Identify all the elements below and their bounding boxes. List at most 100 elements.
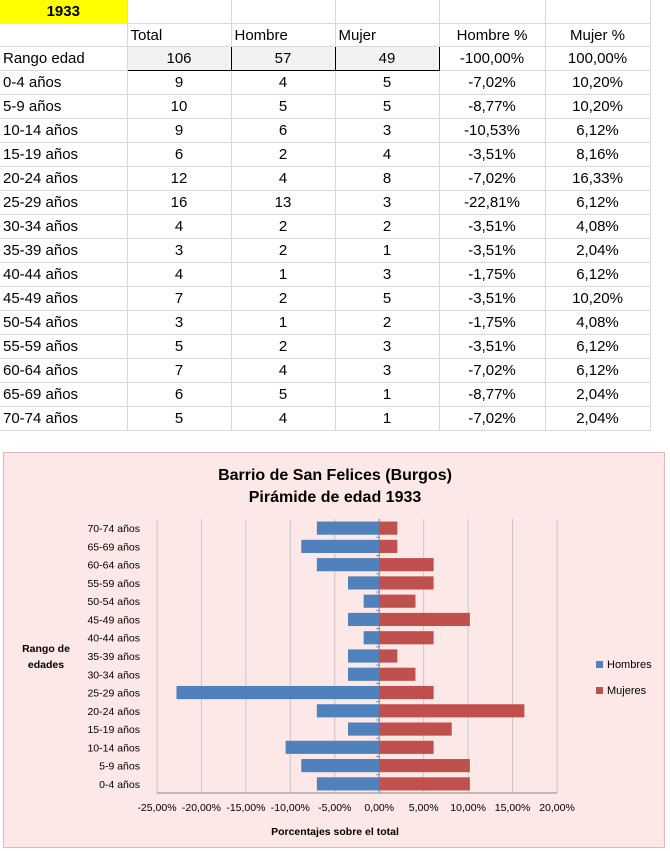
- value-cell[interactable]: 6,12%: [545, 358, 651, 383]
- bar-hombres-3[interactable]: [348, 722, 380, 736]
- value-cell[interactable]: 6,12%: [545, 190, 651, 215]
- value-cell[interactable]: -7,02%: [439, 70, 546, 95]
- bar-mujeres-8[interactable]: [379, 631, 434, 645]
- value-cell[interactable]: 8,16%: [545, 142, 651, 167]
- bar-mujeres-0[interactable]: [379, 777, 470, 791]
- value-cell[interactable]: 5: [127, 334, 232, 359]
- value-cell[interactable]: 4: [231, 70, 336, 95]
- row-label-cell[interactable]: 10-14 años: [0, 118, 128, 143]
- empty-cell[interactable]: [335, 0, 440, 24]
- value-cell[interactable]: 5: [335, 286, 440, 311]
- value-cell[interactable]: 2,04%: [545, 406, 651, 431]
- bar-hombres-2[interactable]: [285, 740, 380, 754]
- value-cell[interactable]: 9: [127, 70, 232, 95]
- bar-mujeres-14[interactable]: [379, 521, 398, 535]
- bar-mujeres-5[interactable]: [379, 685, 434, 700]
- value-cell[interactable]: 7: [127, 358, 232, 383]
- bar-hombres-4[interactable]: [316, 704, 380, 718]
- value-cell[interactable]: -7,02%: [439, 406, 546, 431]
- value-cell[interactable]: 3: [127, 310, 232, 335]
- value-cell[interactable]: 1: [335, 382, 440, 407]
- column-header[interactable]: Mujer: [335, 23, 440, 47]
- bar-mujeres-13[interactable]: [379, 539, 398, 553]
- row-label-cell[interactable]: Rango edad: [0, 46, 128, 71]
- value-cell[interactable]: 1: [335, 238, 440, 263]
- value-cell[interactable]: 13: [231, 190, 336, 215]
- value-cell[interactable]: 6: [127, 382, 232, 407]
- bar-hombres-13[interactable]: [301, 539, 380, 553]
- value-cell[interactable]: 106: [126, 46, 232, 71]
- column-header[interactable]: Mujer %: [545, 23, 651, 47]
- value-cell[interactable]: 6: [127, 142, 232, 167]
- value-cell[interactable]: 3: [335, 358, 440, 383]
- value-cell[interactable]: 2: [231, 238, 336, 263]
- value-cell[interactable]: -3,51%: [439, 334, 546, 359]
- value-cell[interactable]: 4: [231, 358, 336, 383]
- value-cell[interactable]: 16: [127, 190, 232, 215]
- value-cell[interactable]: -1,75%: [439, 262, 546, 287]
- value-cell[interactable]: 4,08%: [545, 214, 651, 239]
- value-cell[interactable]: 5: [127, 406, 232, 431]
- value-cell[interactable]: 5: [231, 382, 336, 407]
- bar-mujeres-9[interactable]: [379, 612, 470, 627]
- value-cell[interactable]: 1: [231, 310, 336, 335]
- value-cell[interactable]: 2,04%: [545, 382, 651, 407]
- column-header[interactable]: Hombre: [231, 23, 336, 47]
- row-label-cell[interactable]: 40-44 años: [0, 262, 128, 287]
- value-cell[interactable]: -3,51%: [439, 214, 546, 239]
- value-cell[interactable]: 1: [335, 406, 440, 431]
- chart-area[interactable]: Barrio de San Felices (Burgos) Pirámide d…: [3, 452, 665, 848]
- value-cell[interactable]: 10,20%: [545, 94, 651, 119]
- value-cell[interactable]: 7: [127, 286, 232, 311]
- value-cell[interactable]: 3: [335, 118, 440, 143]
- value-cell[interactable]: 10,20%: [545, 70, 651, 95]
- value-cell[interactable]: -8,77%: [439, 382, 546, 407]
- value-cell[interactable]: 4: [335, 142, 440, 167]
- bar-mujeres-4[interactable]: [379, 704, 525, 718]
- bar-mujeres-3[interactable]: [379, 722, 452, 736]
- value-cell[interactable]: -22,81%: [439, 190, 546, 215]
- value-cell[interactable]: 5: [335, 94, 440, 119]
- value-cell[interactable]: -7,02%: [439, 358, 546, 383]
- value-cell[interactable]: 5: [335, 70, 440, 95]
- column-header[interactable]: Total: [127, 23, 232, 47]
- value-cell[interactable]: -100,00%: [439, 46, 546, 71]
- bar-mujeres-1[interactable]: [379, 759, 470, 773]
- row-label-cell[interactable]: 35-39 años: [0, 238, 128, 263]
- row-label-cell[interactable]: 0-4 años: [0, 70, 128, 95]
- bar-hombres-5[interactable]: [176, 685, 380, 700]
- bar-hombres-6[interactable]: [348, 667, 380, 681]
- empty-cell[interactable]: [439, 0, 546, 24]
- bar-mujeres-6[interactable]: [379, 667, 416, 681]
- empty-cell[interactable]: [545, 0, 651, 24]
- value-cell[interactable]: 4: [231, 406, 336, 431]
- value-cell[interactable]: 2: [335, 214, 440, 239]
- row-label-cell[interactable]: 50-54 años: [0, 310, 128, 335]
- value-cell[interactable]: 4: [127, 214, 232, 239]
- empty-cell[interactable]: [231, 0, 336, 24]
- value-cell[interactable]: 4,08%: [545, 310, 651, 335]
- value-cell[interactable]: 3: [335, 190, 440, 215]
- value-cell[interactable]: 16,33%: [545, 166, 651, 191]
- value-cell[interactable]: 2: [231, 142, 336, 167]
- empty-cell[interactable]: [127, 0, 232, 24]
- bar-mujeres-2[interactable]: [379, 740, 434, 754]
- bar-mujeres-7[interactable]: [379, 649, 398, 663]
- value-cell[interactable]: 9: [127, 118, 232, 143]
- value-cell[interactable]: -1,75%: [439, 310, 546, 335]
- value-cell[interactable]: -3,51%: [439, 238, 546, 263]
- row-label-cell[interactable]: 55-59 años: [0, 334, 128, 359]
- value-cell[interactable]: 4: [127, 262, 232, 287]
- bar-hombres-0[interactable]: [316, 777, 380, 791]
- value-cell[interactable]: 10: [127, 94, 232, 119]
- value-cell[interactable]: -3,51%: [439, 286, 546, 311]
- value-cell[interactable]: 12: [127, 166, 232, 191]
- value-cell[interactable]: 2: [231, 214, 336, 239]
- value-cell[interactable]: 57: [230, 46, 336, 71]
- value-cell[interactable]: -8,77%: [439, 94, 546, 119]
- value-cell[interactable]: 3: [127, 238, 232, 263]
- bar-hombres-12[interactable]: [316, 558, 380, 572]
- row-label-cell[interactable]: 65-69 años: [0, 382, 128, 407]
- value-cell[interactable]: 10,20%: [545, 286, 651, 311]
- value-cell[interactable]: 3: [335, 334, 440, 359]
